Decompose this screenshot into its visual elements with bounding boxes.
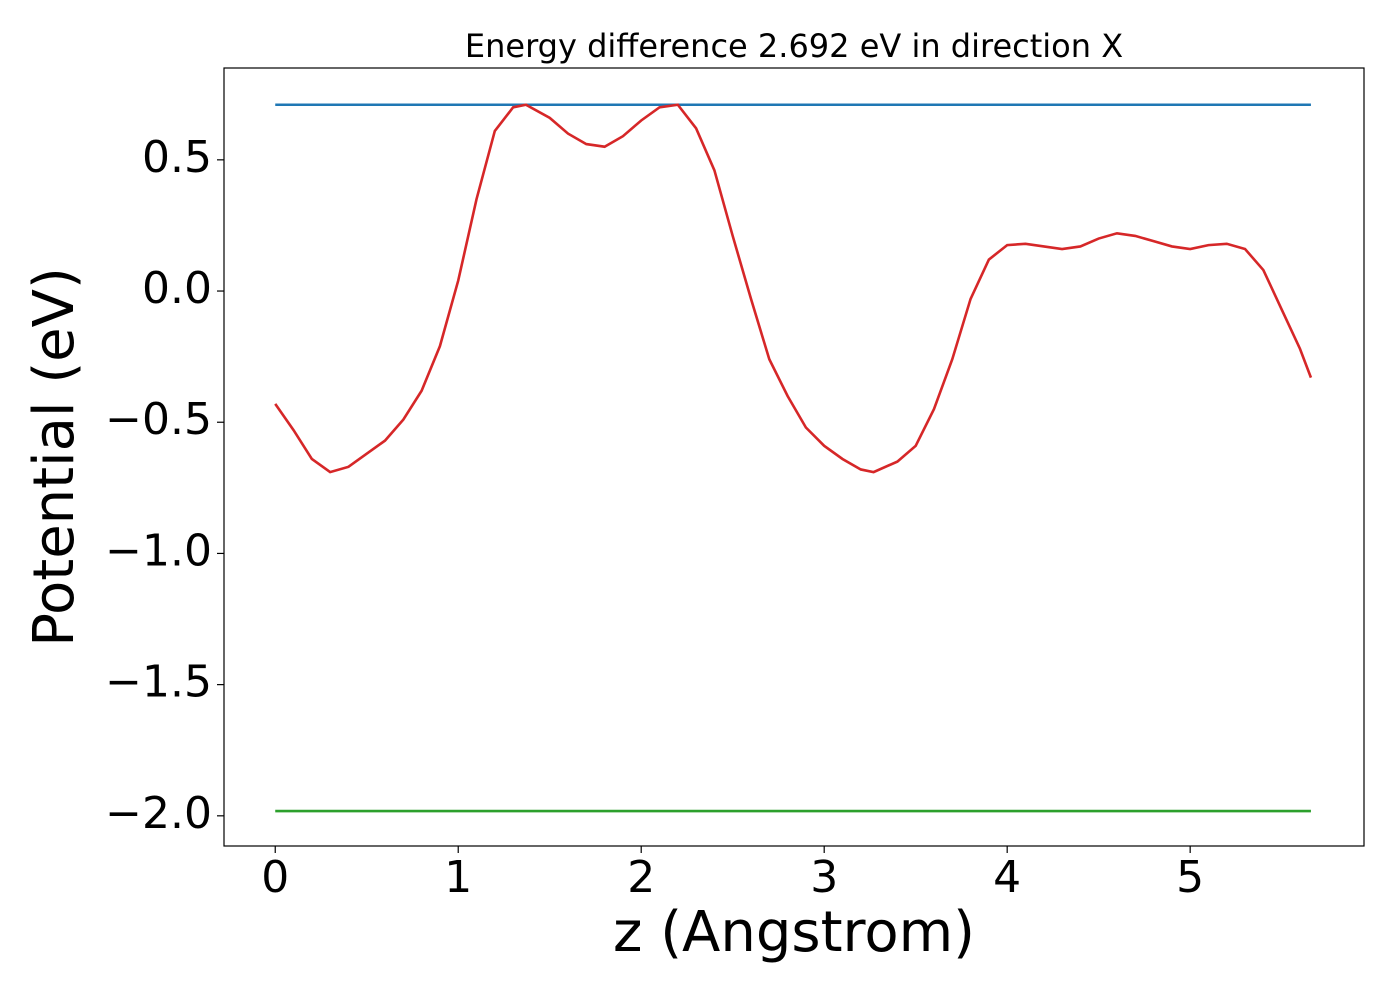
y-axis-label: Potential (eV)	[22, 267, 87, 647]
x-tick-label: 4	[993, 852, 1021, 903]
x-tick-label: 2	[627, 852, 655, 903]
y-tick-label: −1.5	[105, 657, 212, 708]
x-tick-label: 0	[261, 852, 289, 903]
line-series	[274, 103, 1313, 474]
x-tick-label: 5	[1176, 852, 1204, 903]
x-tick-label: 3	[810, 852, 838, 903]
plot-frame	[223, 67, 1365, 847]
y-tick-label: −0.5	[105, 394, 212, 445]
y-tick-label: 0.0	[142, 263, 212, 314]
x-tick-label: 1	[444, 852, 472, 903]
chart-title: Energy difference 2.692 eV in direction …	[465, 27, 1123, 65]
y-tick-label: −2.0	[105, 788, 212, 839]
x-axis-label: z (Angstrom)	[613, 900, 975, 965]
y-tick-label: 0.5	[142, 132, 212, 183]
y-tick-label: −1.0	[105, 525, 212, 576]
